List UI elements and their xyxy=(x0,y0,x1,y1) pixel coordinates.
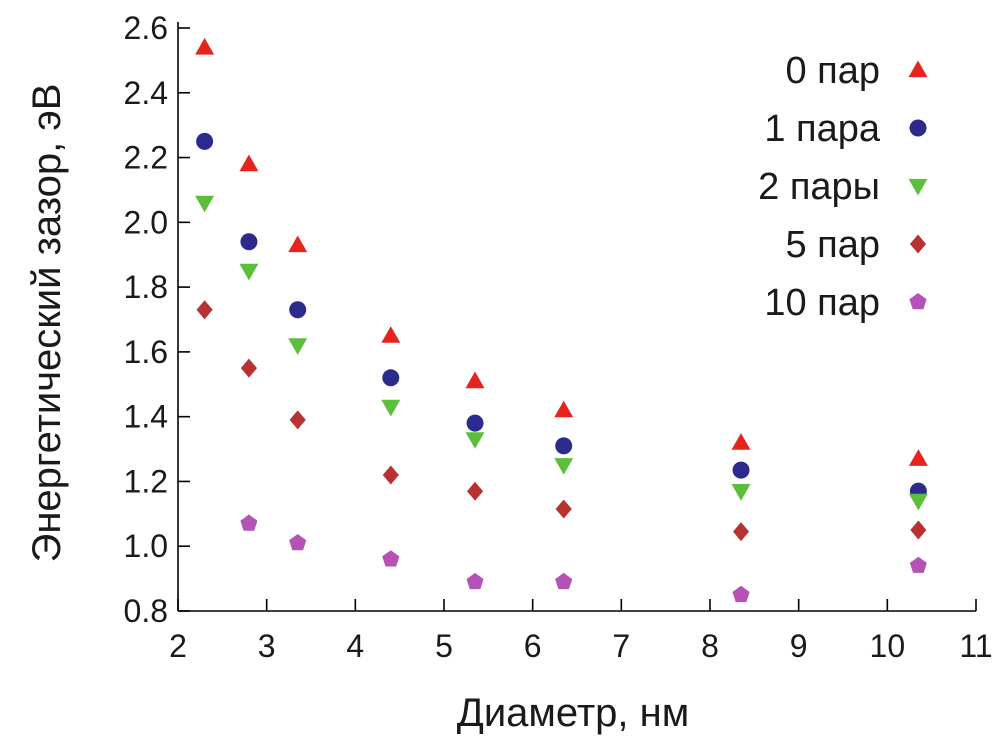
legend-item: 10 пар xyxy=(764,282,927,324)
data-point xyxy=(732,461,750,479)
legend-label: 10 пар xyxy=(764,282,880,324)
series-4 xyxy=(240,514,927,603)
x-axis-title: Диаметр, нм xyxy=(457,691,689,735)
series-2 xyxy=(195,195,928,511)
x-tick-label: 6 xyxy=(524,628,542,664)
y-tick-label: 1.2 xyxy=(124,463,168,499)
data-point xyxy=(289,301,307,319)
data-point xyxy=(240,358,257,378)
data-point xyxy=(289,534,307,551)
y-axis-title: Энергетический зазор, эВ xyxy=(25,84,69,563)
series-1 xyxy=(196,132,927,500)
legend-label: 0 пар xyxy=(785,50,880,92)
legend-item: 1 пара xyxy=(764,108,927,150)
data-point xyxy=(465,371,485,389)
y-tick-label: 1.8 xyxy=(124,269,168,305)
y-tick-label: 2.6 xyxy=(124,10,168,46)
y-tick-label: 2.2 xyxy=(124,140,168,176)
x-tick-label: 5 xyxy=(435,628,453,664)
legend-marker xyxy=(909,293,927,310)
y-tick-label: 1.4 xyxy=(124,399,168,435)
data-point xyxy=(731,484,751,501)
y-tick-label: 2.4 xyxy=(124,75,168,111)
y-tick-label: 2.0 xyxy=(124,204,168,240)
x-tick-label: 4 xyxy=(346,628,364,664)
data-point xyxy=(382,369,400,387)
data-point xyxy=(240,514,258,531)
x-tick-label: 7 xyxy=(612,628,630,664)
legend-label: 5 пар xyxy=(785,224,880,266)
data-point xyxy=(733,522,750,542)
axes xyxy=(177,22,976,612)
data-point xyxy=(195,195,215,213)
legend-marker xyxy=(908,178,928,196)
data-point xyxy=(555,437,573,455)
data-point xyxy=(288,338,308,355)
x-axis-ticks: 2 3 4 5 6 7 8 9 10 11 xyxy=(169,599,993,664)
legend-label: 1 пара xyxy=(764,108,881,150)
data-point xyxy=(467,481,484,501)
x-tick-label: 11 xyxy=(959,628,992,664)
series-0 xyxy=(195,37,928,466)
data-point xyxy=(554,400,574,418)
data-point xyxy=(554,458,574,475)
data-point xyxy=(555,499,572,519)
legend-label: 2 пары xyxy=(758,166,880,208)
data-point xyxy=(195,37,215,55)
data-point xyxy=(288,235,308,253)
legend: 0 пар 1 пара 2 пары 5 пар 10 пар xyxy=(758,50,928,324)
data-point xyxy=(555,572,573,590)
y-tick-label: 1.0 xyxy=(124,528,168,564)
data-points xyxy=(195,37,928,603)
data-point xyxy=(196,300,213,320)
legend-marker xyxy=(908,60,928,78)
data-point xyxy=(732,585,750,603)
x-tick-label: 2 xyxy=(169,628,187,664)
data-point xyxy=(382,550,400,567)
x-tick-label: 8 xyxy=(701,628,719,664)
data-point xyxy=(381,399,401,417)
y-tick-label: 0.8 xyxy=(124,593,168,629)
data-point xyxy=(909,556,927,573)
data-point xyxy=(908,449,928,466)
data-point xyxy=(289,410,306,430)
data-point xyxy=(381,326,401,343)
data-point xyxy=(239,263,259,281)
legend-item: 2 пары xyxy=(758,166,928,208)
y-axis-ticks: 0.8 1.0 1.2 1.4 1.6 1.8 2.0 2.2 2.4 2.6 xyxy=(124,10,190,629)
data-point xyxy=(910,520,927,540)
data-point xyxy=(465,432,485,449)
data-point xyxy=(196,132,214,150)
legend-marker xyxy=(909,234,927,254)
legend-item: 5 пар xyxy=(785,224,927,266)
y-tick-label: 1.6 xyxy=(124,334,168,370)
x-tick-label: 10 xyxy=(870,628,906,664)
data-point xyxy=(382,465,399,485)
data-point xyxy=(466,414,484,432)
data-point xyxy=(908,493,928,511)
series-3 xyxy=(196,300,927,542)
legend-marker xyxy=(909,119,927,137)
x-tick-label: 9 xyxy=(790,628,808,664)
x-tick-label: 3 xyxy=(258,628,276,664)
data-point xyxy=(239,154,259,172)
legend-item: 0 пар xyxy=(785,50,928,92)
data-point xyxy=(731,433,751,450)
data-point xyxy=(240,233,258,251)
data-point xyxy=(466,572,484,590)
